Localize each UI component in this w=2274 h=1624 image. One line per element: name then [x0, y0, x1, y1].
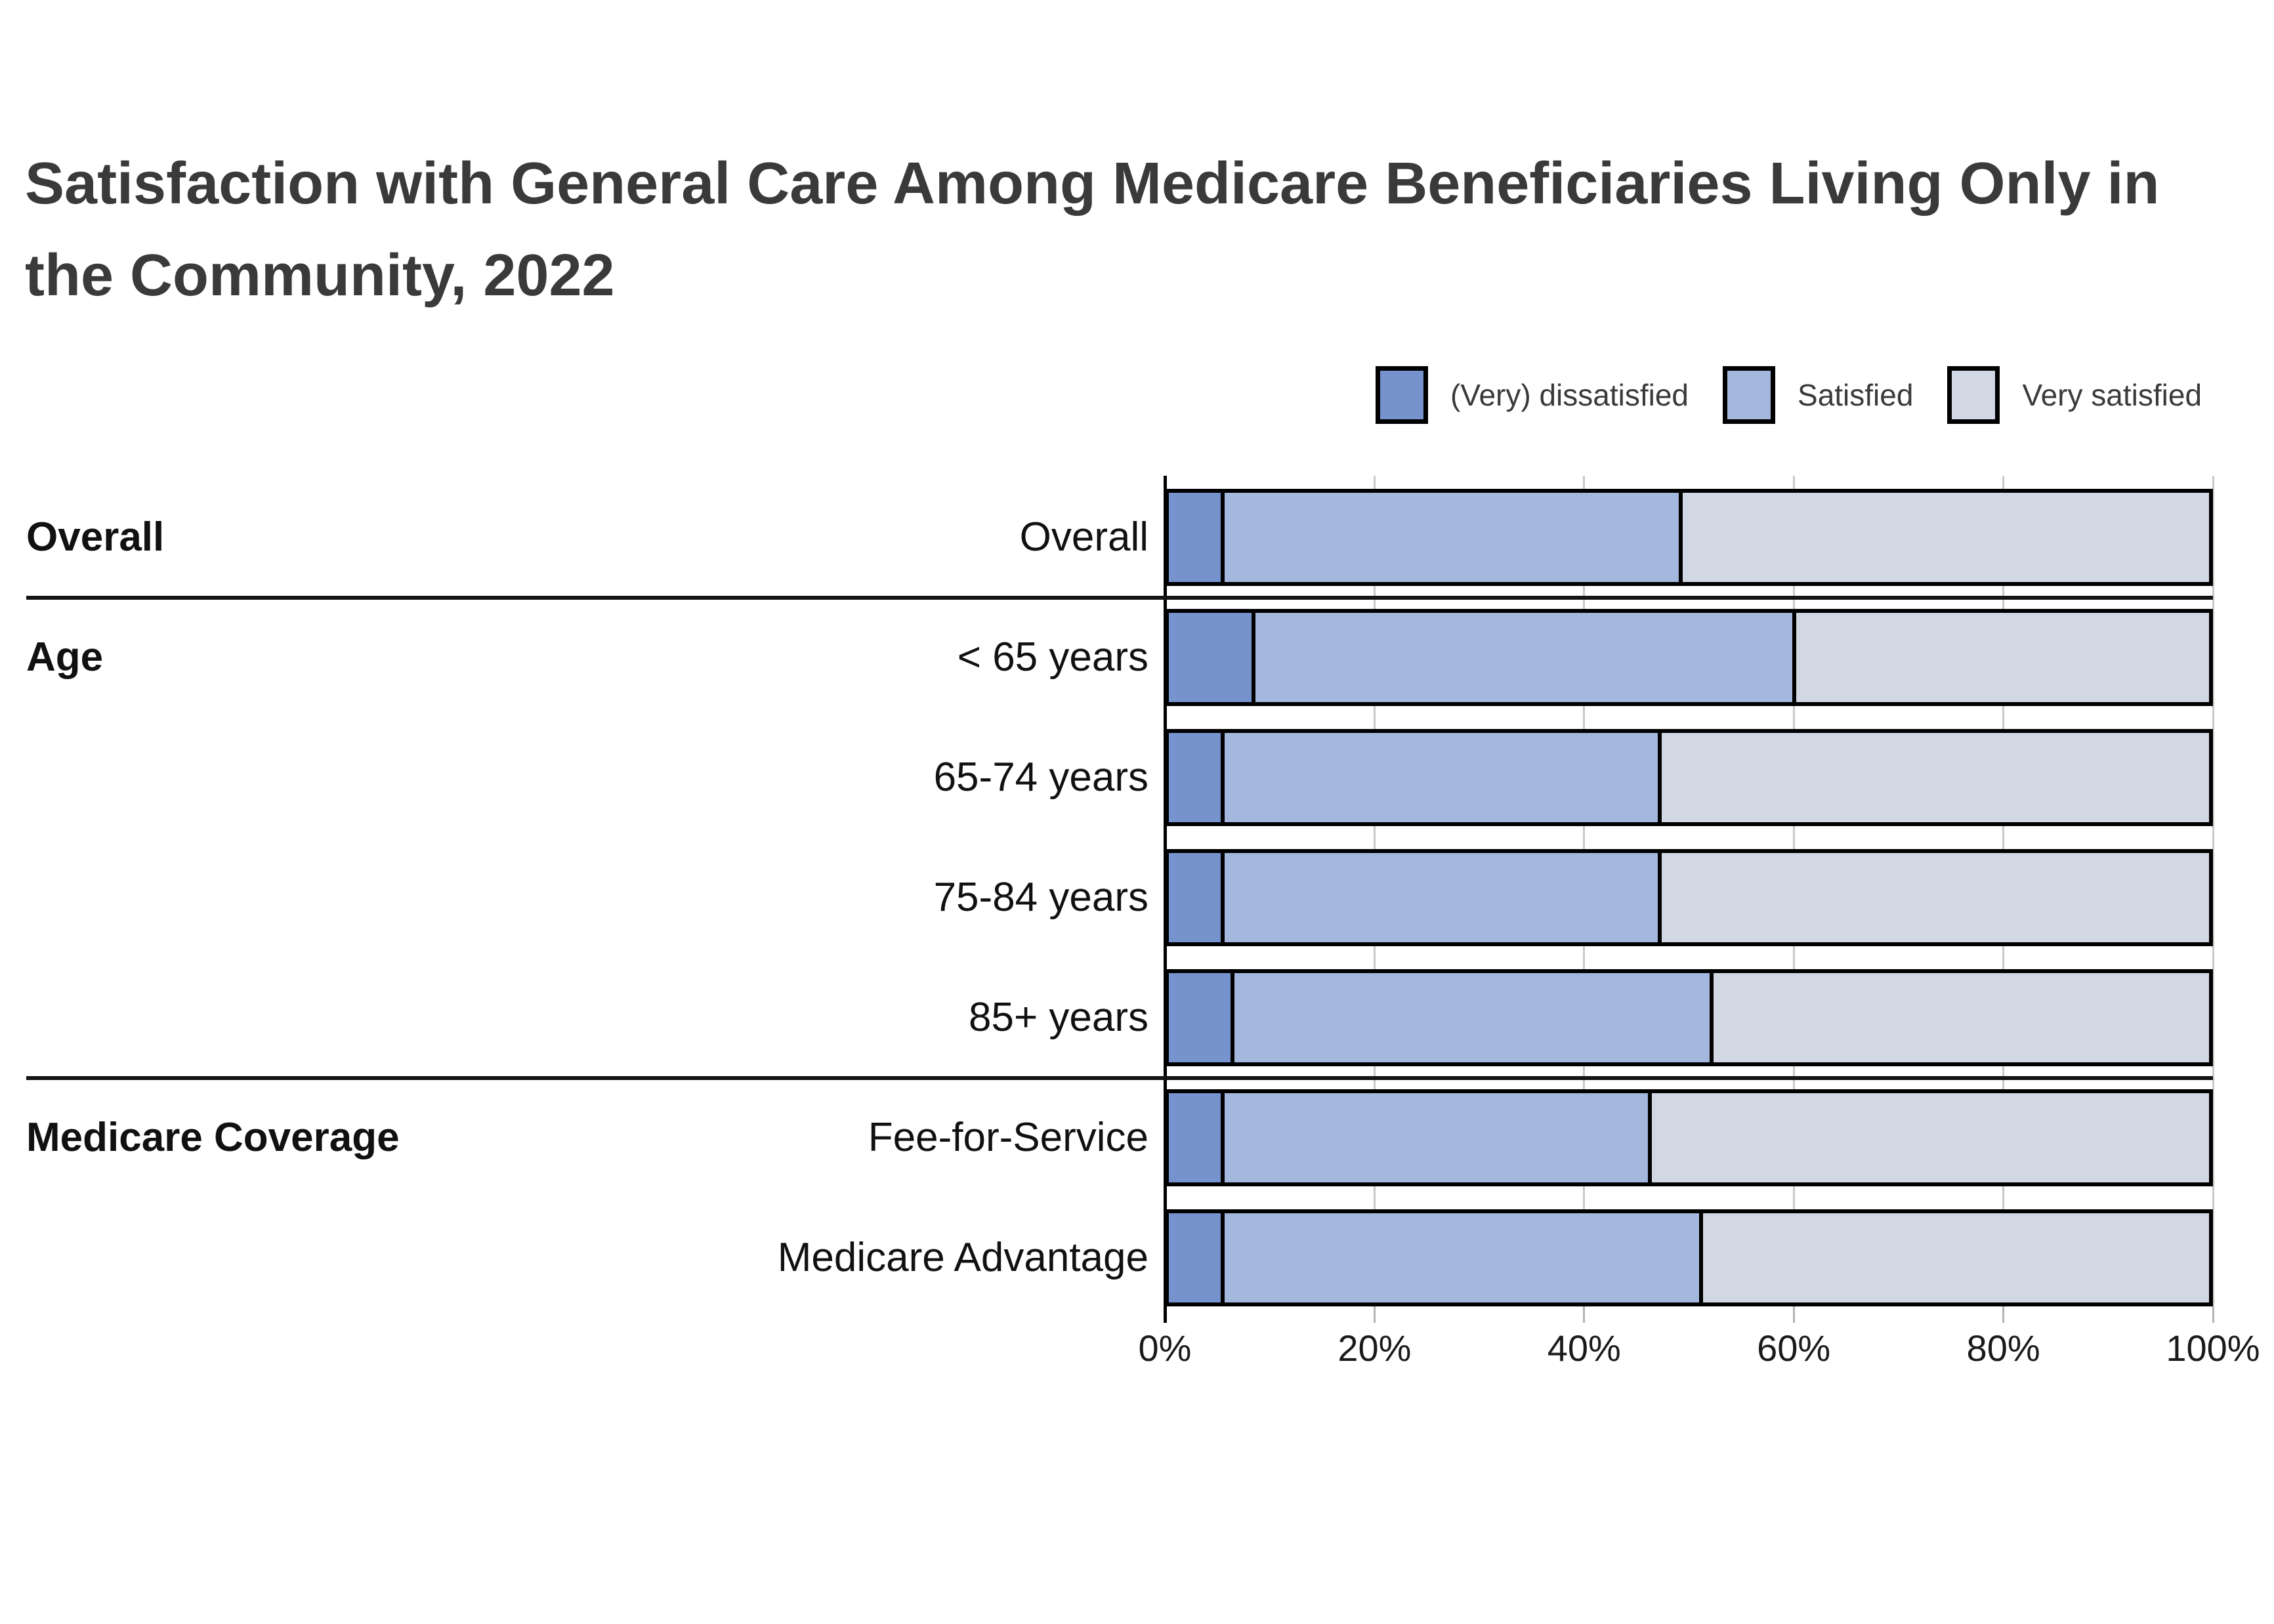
bar-segment	[1169, 493, 1221, 582]
bar-segment	[1224, 853, 1658, 942]
bar-segment	[1662, 733, 2209, 822]
legend-item: (Very) dissatisfied	[1376, 366, 1700, 424]
stacked-bar	[1165, 729, 2213, 826]
stacked-bar	[1165, 489, 2213, 586]
row-label: Medicare Advantage	[777, 1235, 1148, 1280]
stacked-bar	[1165, 1089, 2213, 1186]
bar-segment	[1169, 1093, 1221, 1182]
section-divider	[26, 596, 2213, 600]
axis-tick-label: 60%	[1757, 1327, 1831, 1369]
bar-segment	[1796, 613, 2209, 702]
axis-tick	[2212, 1306, 2214, 1323]
group-label: Age	[26, 635, 104, 680]
bar-segment	[1169, 973, 1231, 1062]
axis-tick-label: 20%	[1337, 1327, 1412, 1369]
stacked-bar	[1165, 849, 2213, 946]
bar-segment	[1224, 1213, 1700, 1302]
legend-label: Very satisfied	[2022, 378, 2202, 412]
axis-tick	[1583, 1306, 1586, 1323]
chart-title: Satisfaction with General Care Among Med…	[25, 151, 2160, 308]
legend-swatch	[1376, 366, 1428, 424]
bar-segment	[1224, 1093, 1648, 1182]
axis-tick	[2002, 1306, 2005, 1323]
axis-tick-label: 100%	[2166, 1327, 2260, 1369]
legend-item: Satisfied	[1723, 366, 1925, 424]
legend: (Very) dissatisfied Satisfied Very satisfi…	[1376, 365, 2214, 425]
gridline	[2212, 476, 2214, 1306]
row-label: Overall	[1019, 514, 1148, 560]
row-label: 85+ years	[968, 995, 1148, 1040]
row-label: 75-84 years	[933, 875, 1148, 920]
section-divider	[26, 1076, 2213, 1080]
legend-swatch	[1723, 366, 1776, 424]
bar-segment	[1234, 973, 1710, 1062]
stacked-bar	[1165, 1209, 2213, 1306]
bar-segment	[1169, 853, 1221, 942]
bar-segment	[1169, 733, 1221, 822]
bar-segment	[1713, 973, 2209, 1062]
row-label: 65-74 years	[933, 755, 1148, 800]
bar-segment	[1651, 1093, 2210, 1182]
axis-tick	[1792, 1306, 1795, 1323]
axis-tick	[1373, 1306, 1376, 1323]
bar-segment	[1703, 1213, 2209, 1302]
row-label: < 65 years	[957, 635, 1148, 680]
bar-segment	[1224, 493, 1679, 582]
legend-swatch	[1947, 366, 2000, 424]
group-label: Medicare Coverage	[26, 1115, 400, 1160]
axis-tick-label: 80%	[1966, 1327, 2040, 1369]
axis-tick-label: 40%	[1547, 1327, 1621, 1369]
axis-tick-label: 0%	[1138, 1327, 1192, 1369]
bar-segment	[1662, 853, 2209, 942]
stacked-bar	[1165, 609, 2213, 706]
bar-segment	[1169, 613, 1252, 702]
row-label: Fee-for-Service	[868, 1115, 1148, 1160]
legend-label: (Very) dissatisfied	[1450, 378, 1689, 412]
group-label: Overall	[26, 514, 165, 560]
legend-label: Satisfied	[1798, 378, 1914, 412]
legend-item: Very satisfied	[1947, 366, 2214, 424]
bar-segment	[1224, 733, 1658, 822]
bar-segment	[1682, 493, 2210, 582]
bar-segment	[1169, 1213, 1221, 1302]
plot-area	[1164, 476, 2214, 1323]
stacked-bar	[1165, 969, 2213, 1066]
bar-segment	[1255, 613, 1792, 702]
